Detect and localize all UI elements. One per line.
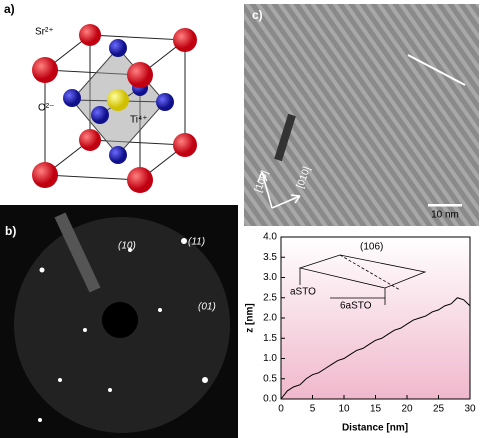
y-tick-label: 1.5 [263, 333, 277, 344]
y-axis-title: z [nm] [245, 303, 256, 332]
x-tick-label: 25 [433, 404, 445, 415]
annotation: (106) [360, 242, 383, 253]
y-tick-label: 3.5 [263, 252, 277, 263]
spot-label: (10) [118, 241, 136, 252]
ion-label: O²⁻ [38, 103, 54, 114]
x-tick-label: 10 [338, 404, 350, 415]
y-tick-label: 1.0 [263, 353, 277, 364]
y-tick-label: 3.0 [263, 272, 277, 283]
perovskite-structure: a) Sr²⁺ O²⁻ Ti⁴⁺ [4, 2, 197, 193]
x-tick-label: 30 [464, 404, 476, 415]
annotation: aSTO [290, 287, 316, 298]
ion-label: Ti⁴⁺ [130, 115, 148, 126]
y-tick-label: 2.5 [263, 292, 277, 303]
y-tick-label: 0.5 [263, 373, 277, 384]
x-tick-label: 20 [401, 404, 413, 415]
x-axis-title: Distance [nm] [342, 423, 408, 434]
spot-label: (11) [188, 237, 205, 248]
x-tick-label: 15 [370, 404, 382, 415]
y-tick-label: 0.0 [263, 394, 277, 405]
y-tick-label: 4.0 [263, 232, 277, 243]
ion-label: Sr²⁺ [35, 27, 54, 38]
stm-image: c) [100] [010] 10 nm [244, 4, 479, 226]
leed-pattern: b) (10) (11) (01) [0, 205, 238, 438]
x-tick-label: 5 [310, 404, 316, 415]
panel-label: a) [4, 2, 15, 16]
x-tick-label: 0 [278, 404, 284, 415]
y-tick-label: 2.0 [263, 313, 277, 324]
panel-label: c) [252, 8, 263, 22]
annotation: 6aSTO [340, 301, 372, 312]
spot-label: (01) [198, 302, 216, 313]
height-profile: (106) aSTO 6aSTO z [nm] Distance [nm] 0.… [245, 232, 476, 434]
panel-label: b) [5, 224, 16, 238]
profile-line [280, 297, 471, 400]
scale-bar-label: 10 nm [431, 210, 459, 221]
